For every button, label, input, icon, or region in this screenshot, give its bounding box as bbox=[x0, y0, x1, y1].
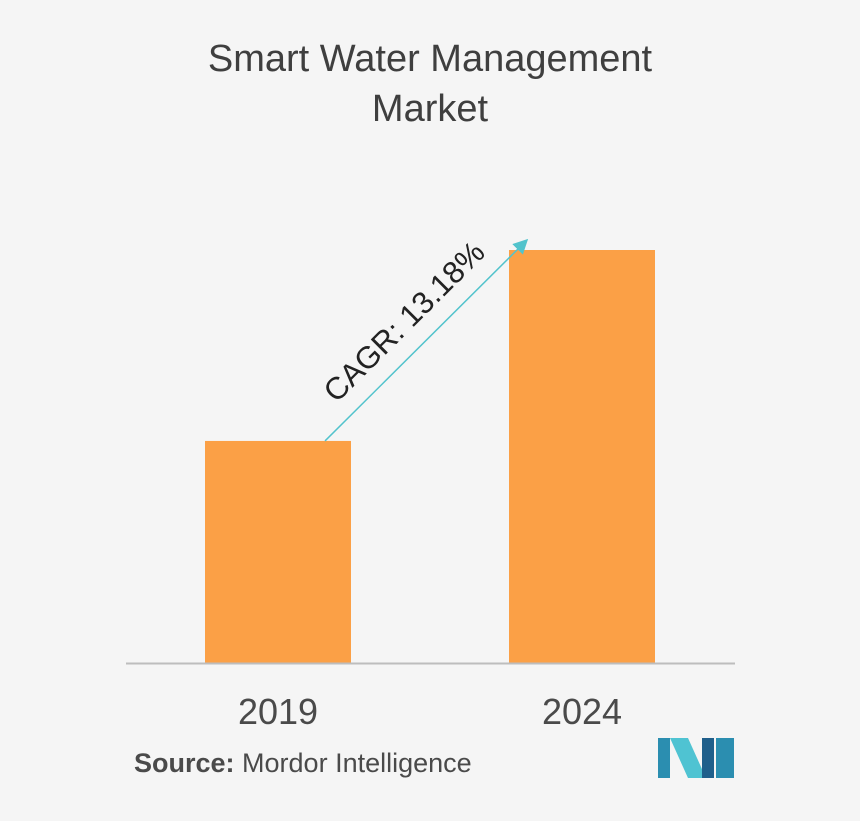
x-tick-label-2019: 2019 bbox=[238, 691, 318, 732]
source-label: Source: bbox=[134, 748, 235, 778]
logo-middle-bar bbox=[702, 738, 714, 778]
logo-diagonal bbox=[670, 738, 706, 778]
x-tick-label-2024: 2024 bbox=[542, 691, 622, 732]
logo-left-bar bbox=[658, 738, 670, 778]
source-text: Mordor Intelligence bbox=[242, 748, 472, 778]
logo-right-bar bbox=[716, 738, 734, 778]
cagr-label: CAGR: 13.18% bbox=[317, 234, 492, 408]
cagr-arrow bbox=[324, 238, 529, 442]
mordor-intelligence-logo bbox=[658, 738, 734, 778]
chart-title-line-2: Market bbox=[371, 88, 489, 130]
bar-2019 bbox=[205, 440, 351, 663]
bar-2024 bbox=[509, 250, 655, 663]
source-note: Source: Mordor Intelligence bbox=[134, 748, 472, 779]
chart-title-line-1: Smart Water Management bbox=[207, 38, 653, 80]
chart-title: Smart Water Management Market bbox=[0, 34, 860, 134]
